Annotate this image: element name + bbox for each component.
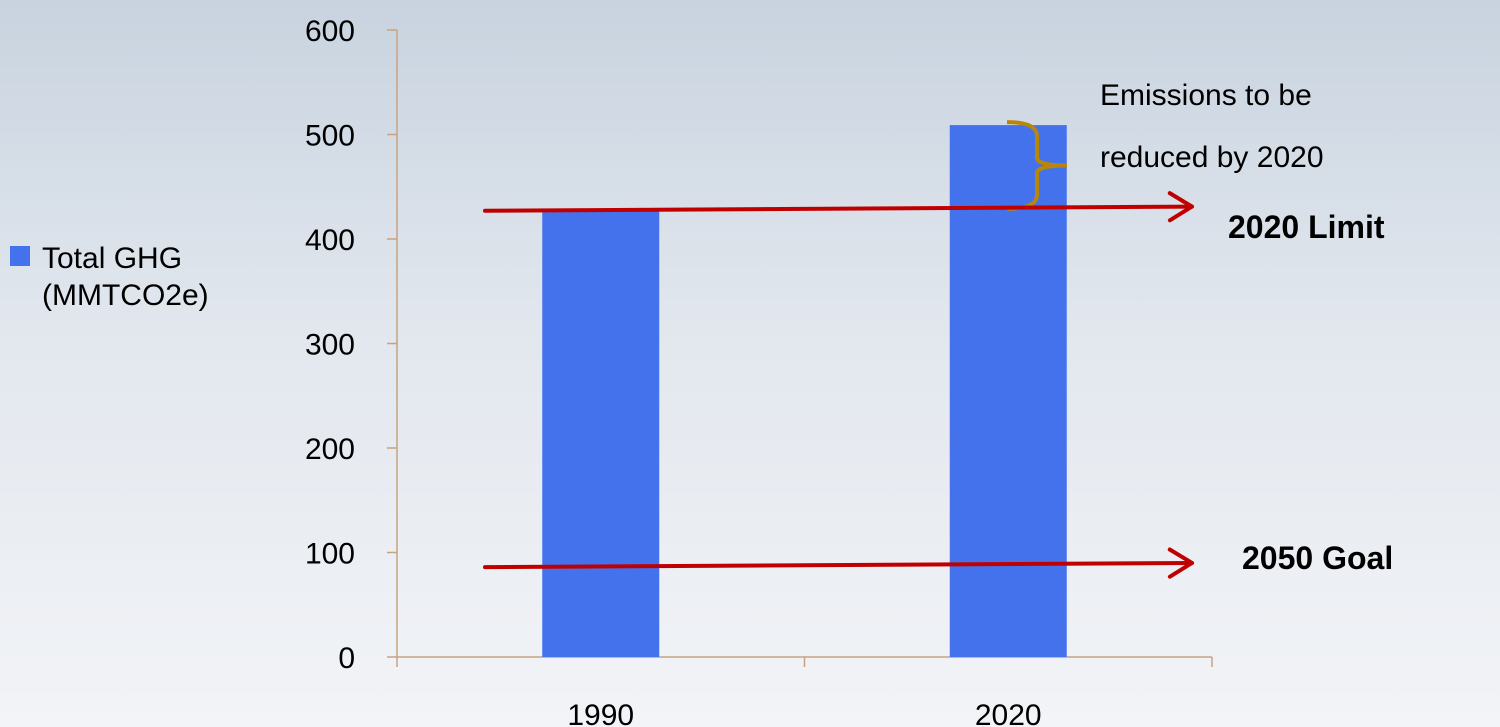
x-tick-label: 2020 <box>975 699 1042 727</box>
limit-line-arrow <box>483 191 1194 223</box>
y-tick-label: 300 <box>305 329 355 362</box>
goal-line-arrow <box>483 547 1194 579</box>
y-tick-label: 200 <box>305 433 355 466</box>
y-tick-label: 400 <box>305 224 355 257</box>
y-tick-label: 600 <box>305 15 355 48</box>
reduction-note-line1: Emissions to be <box>1100 79 1312 112</box>
limit-line-label: 2020 Limit <box>1228 209 1385 245</box>
goal-arrow-head <box>1167 547 1194 579</box>
bar <box>949 125 1067 658</box>
limit-arrow-shaft <box>483 204 1194 213</box>
legend-label-line1: Total GHG <box>42 242 182 275</box>
goal-line-label: 2050 Goal <box>1242 540 1393 576</box>
legend-label-line2: (MMTCO2e) <box>42 279 209 312</box>
limit-arrow-head <box>1167 191 1194 223</box>
x-axis: 1990 2020 <box>396 656 1213 727</box>
reduction-note-line2: reduced by 2020 <box>1100 141 1324 174</box>
y-tick-label: 0 <box>338 642 355 675</box>
bar <box>542 210 660 657</box>
x-tick-label: 1990 <box>567 699 634 727</box>
bars <box>542 125 1067 658</box>
y-tick-label: 500 <box>305 120 355 153</box>
goal-arrow-shaft <box>483 560 1194 570</box>
y-axis: 0 100 200 300 400 500 600 <box>305 15 398 675</box>
legend-swatch <box>10 246 30 266</box>
y-tick-label: 100 <box>305 538 355 571</box>
